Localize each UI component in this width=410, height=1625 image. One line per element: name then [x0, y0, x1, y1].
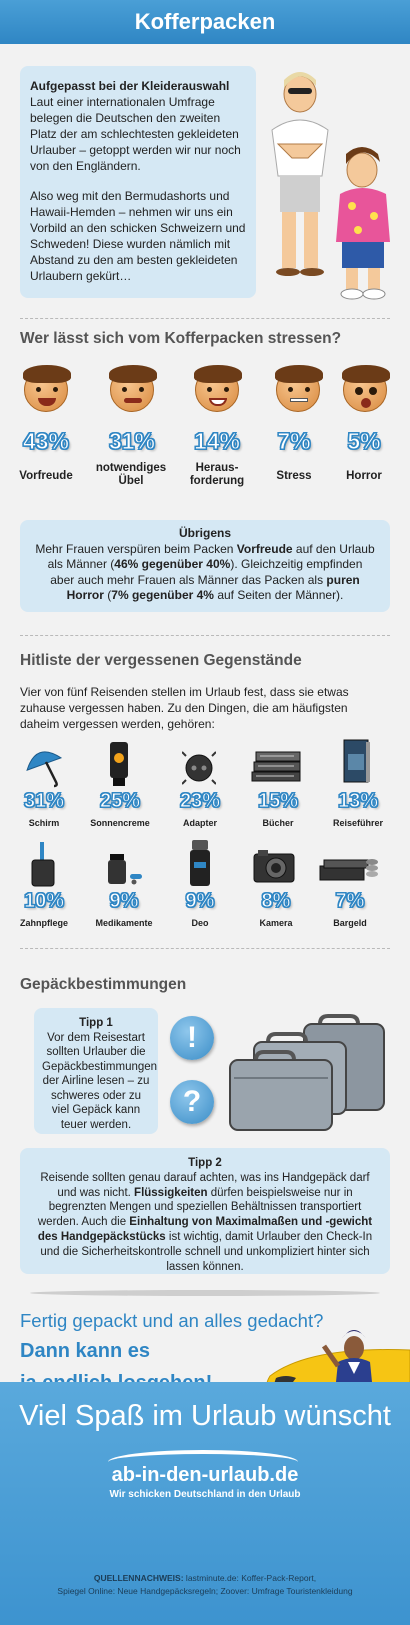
note-text-bold: puren Horror — [66, 572, 360, 603]
plug-adapter-icon — [182, 751, 216, 785]
stat-label: Horror — [346, 470, 382, 482]
intro-paragraph-1: Laut einer internationalen Umfrage beleg… — [30, 95, 241, 173]
sources-line-1: QUELLENNACHWEIS: lastminute.de: Koffer-P… — [0, 1572, 410, 1585]
note-text-part: Mehr Frauen verspüren beim Packen — [35, 541, 237, 556]
stat-label: Heraus-forderung — [189, 462, 245, 487]
books-icon — [251, 751, 301, 782]
camera-icon — [253, 850, 295, 883]
brand-logo[interactable]: ab-in-den-urlaub.de Wir schicken Deutsch… — [102, 1450, 308, 1500]
logo-tagline: Wir schicken Deutschland in den Urlaub — [109, 1489, 301, 1500]
sunscreen-icon — [110, 742, 128, 786]
item-percent: 25% — [99, 790, 141, 813]
forgotten-intro: Vier von fünf Reisenden stellen im Urlau… — [20, 685, 349, 731]
stressed-face-icon — [275, 365, 323, 412]
item-label: Bargeld — [333, 918, 367, 928]
closing-question: Fertig gepackt und an alles gedacht? — [20, 1310, 324, 1331]
stat-percent: 43% — [22, 428, 70, 455]
item-percent: 31% — [23, 790, 65, 813]
divider — [20, 948, 390, 949]
tip1-card: Tipp 1 Vor dem Reisestart sollten Urlaub… — [34, 1008, 158, 1134]
logo-arc — [108, 1450, 298, 1474]
stat-percent: 7% — [277, 428, 311, 455]
tip2-card: Tipp 2 Reisende sollten genau darauf ach… — [20, 1148, 390, 1274]
exclamation-bubble-icon: ! — [170, 1016, 214, 1060]
page-title: Kofferpacken — [0, 0, 410, 44]
item-percent: 15% — [257, 790, 299, 813]
note-text: Mehr Frauen verspüren beim Packen Vorfre… — [34, 542, 376, 604]
footer: Viel Spaß im Urlaub wünscht ab-in-den-ur… — [0, 1382, 410, 1625]
item-percent: 8% — [261, 890, 291, 913]
divider — [20, 635, 390, 636]
note-text-bold: Vorfreude — [236, 541, 293, 556]
tip2-text: Reisende sollten genau darauf achten, wa… — [32, 1171, 378, 1275]
stat-percent: 5% — [347, 428, 381, 455]
item-label: Deo — [191, 918, 209, 928]
note-text-part: auf den Urlaub als Männer ( — [47, 541, 375, 572]
horrified-face-icon — [342, 365, 390, 412]
note-text-part: ( — [103, 588, 112, 602]
sources-label: QUELLENNACHWEIS: — [93, 1573, 184, 1583]
tip2-title: Tipp 2 — [188, 1157, 222, 1169]
umbrella-icon — [26, 751, 63, 788]
cash-icon — [319, 859, 378, 881]
note-text-part: auf Seiten der Männer). — [213, 588, 344, 602]
intro-paragraph-2: Also weg mit den Bermudashorts und Hawai… — [30, 189, 246, 283]
tip2-text-part: Reisende sollten genau darauf achten, wa… — [40, 1171, 370, 1199]
item-label: Schirm — [28, 818, 60, 828]
note-text-part: ). Gleichzeitig empfinden aber auch mehr… — [50, 557, 363, 587]
luggage-heading: Gepäckbestimmungen — [20, 976, 187, 993]
stat-percent: 14% — [193, 428, 241, 455]
stress-heading: Wer lässt sich vom Kofferpacken stressen… — [20, 330, 342, 347]
toothbrush-icon — [31, 842, 55, 887]
item-percent: 9% — [185, 890, 215, 913]
item-percent: 7% — [335, 890, 365, 913]
tourists-illustration — [271, 72, 390, 300]
happy-face-icon — [23, 365, 71, 412]
item-label: Reiseführer — [332, 818, 384, 828]
item-label: Kamera — [259, 918, 293, 928]
item-percent: 13% — [337, 790, 379, 813]
note-text-bold: 7% gegenüber 4% — [111, 588, 214, 602]
intro-heading: Aufgepasst bei der Kleiderauswahl — [30, 79, 230, 93]
worried-face-icon — [109, 365, 157, 412]
tip1-text: Vor dem Reisestart sollten Urlauber die … — [42, 1031, 158, 1131]
divider — [20, 318, 390, 319]
sources: QUELLENNACHWEIS: lastminute.de: Koffer-P… — [0, 1572, 410, 1598]
tip2-text-bold: Flüssigkeiten — [134, 1186, 208, 1199]
suitcases-illustration — [229, 1014, 385, 1131]
note-card: Übrigens Mehr Frauen verspüren beim Pack… — [20, 520, 390, 612]
item-percent: 23% — [179, 790, 221, 813]
item-label: Zahnpflege — [19, 918, 68, 928]
medicine-icon — [108, 854, 142, 885]
tip1-title: Tipp 1 — [79, 1017, 113, 1029]
footer-wish: Viel Spaß im Urlaub wünscht — [19, 1400, 391, 1432]
note-text-bold: 46% gegenüber 40% — [114, 557, 231, 571]
item-label: Adapter — [182, 818, 217, 828]
shadow-divider — [30, 1290, 380, 1296]
sources-line-2: Spiegel Online: Neue Handgepäcksregeln; … — [57, 1586, 353, 1596]
forgotten-heading: Hitliste der vergessenen Gegenstände — [20, 652, 302, 669]
item-percent: 10% — [23, 890, 65, 913]
stat-label: notwendiges Übel — [95, 462, 167, 487]
deodorant-icon — [190, 840, 210, 886]
note-title: Übrigens — [178, 526, 231, 540]
closing-line-1: Dann kann es — [20, 1340, 151, 1362]
item-label: Bücher — [262, 818, 294, 828]
stat-label: Stress — [276, 470, 312, 482]
intro-card: Aufgepasst bei der Kleiderauswahl Laut e… — [20, 66, 256, 298]
item-label: Medikamente — [95, 918, 153, 928]
sources-text: lastminute.de: Koffer-Pack-Report, — [183, 1573, 317, 1583]
tip2-text-bold: Einhaltung von Maximalmaßen und -gewicht… — [37, 1216, 373, 1243]
stat-label: Vorfreude — [19, 470, 73, 482]
tip2-text-part: dürfen beispielsweise nur in begrenzten … — [37, 1186, 362, 1229]
question-bubble-icon: ? — [170, 1080, 214, 1124]
travel-guide-icon — [343, 739, 370, 783]
grinning-face-icon — [194, 365, 242, 412]
item-label: Sonnencreme — [90, 818, 150, 828]
tip2-text-part: ist wichtig, damit Urlauber den Check-In… — [40, 1230, 373, 1273]
stat-percent: 31% — [108, 428, 156, 455]
item-percent: 9% — [109, 890, 139, 913]
